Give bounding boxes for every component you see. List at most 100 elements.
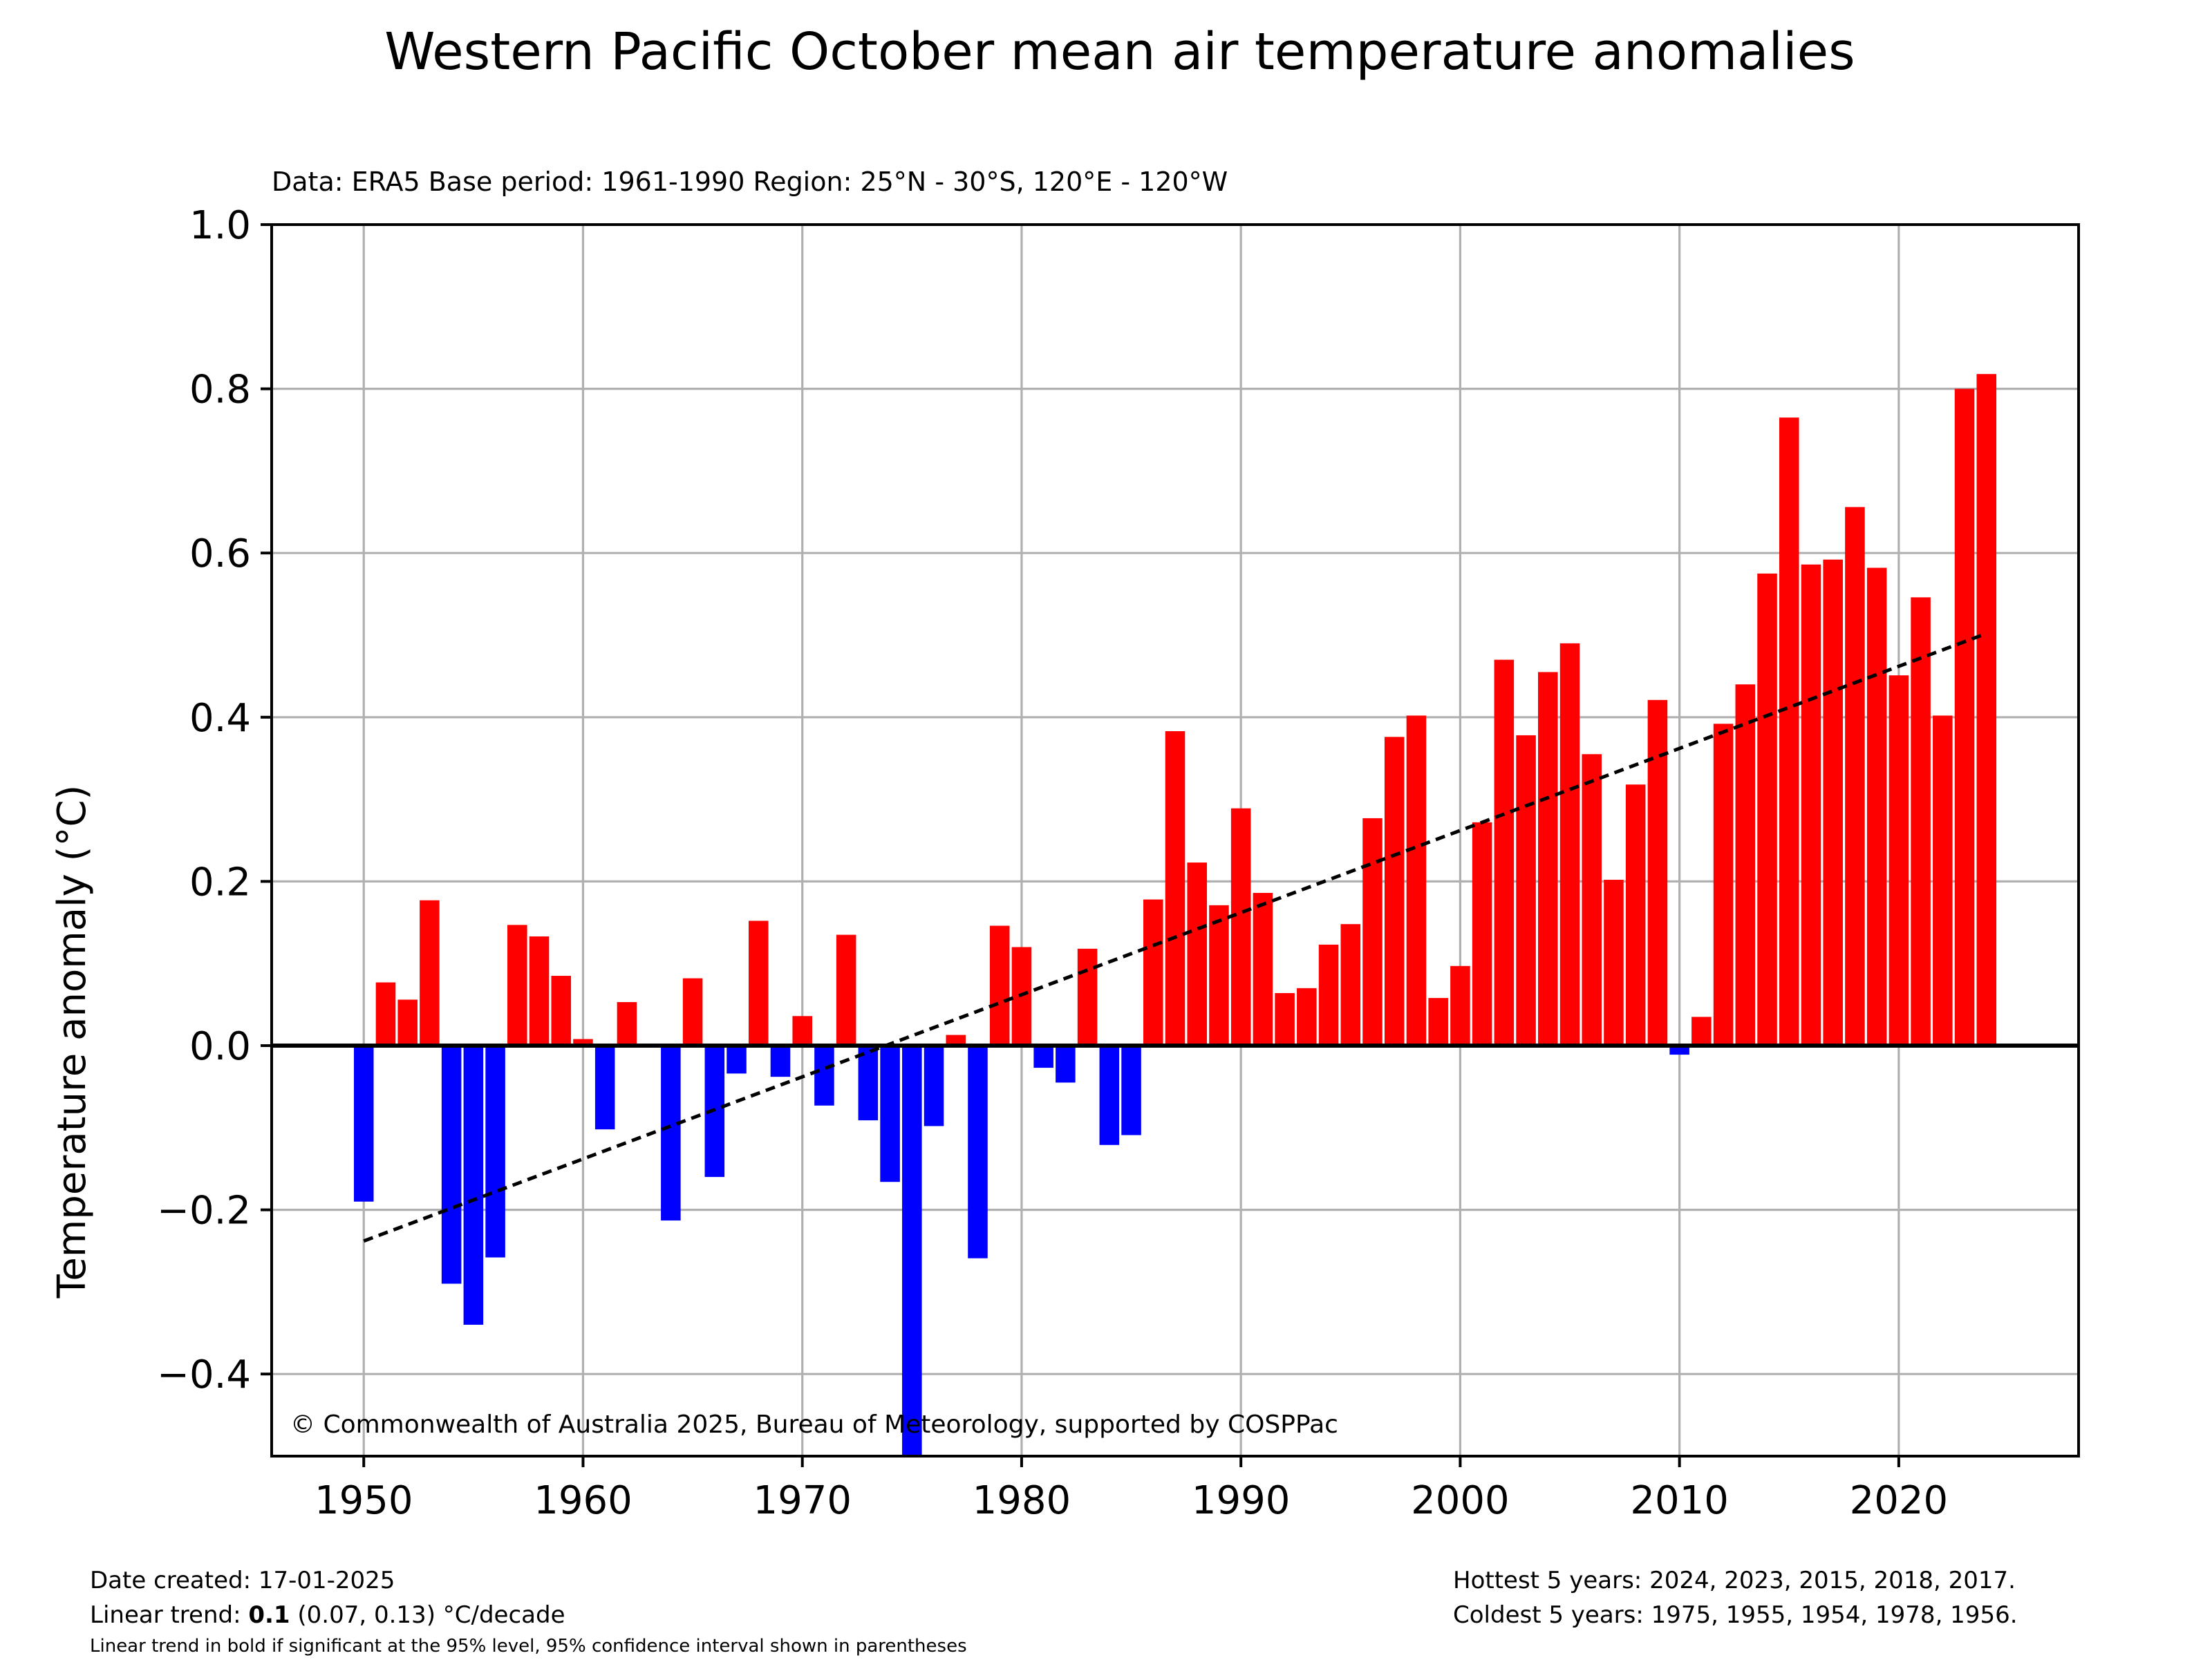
bar-1952: [397, 999, 418, 1046]
x-tick-label: 1960: [534, 1478, 632, 1523]
x-tick-label: 1980: [973, 1478, 1071, 1523]
bar-1975: [902, 1046, 922, 1456]
bar-1989: [1209, 905, 1229, 1046]
bar-2012: [1713, 724, 1734, 1046]
y-tick-label: −0.4: [157, 1352, 251, 1397]
bar-2023: [1954, 388, 1975, 1046]
bar-1958: [529, 936, 550, 1046]
bar-1987: [1165, 730, 1185, 1046]
bar-1973: [858, 1046, 879, 1121]
bar-2017: [1823, 559, 1843, 1046]
x-tick-label: 2020: [1850, 1478, 1949, 1523]
bar-2024: [1976, 374, 1997, 1046]
bar-2021: [1911, 597, 1931, 1046]
chart-title: Western Pacific October mean air tempera…: [384, 22, 1855, 82]
bar-1985: [1121, 1046, 1141, 1135]
bar-2010: [1669, 1046, 1689, 1055]
trend-prefix: Linear trend:: [90, 1601, 249, 1629]
bar-1986: [1143, 899, 1163, 1046]
bar-1957: [507, 925, 527, 1046]
bars: [353, 374, 1997, 1456]
bar-1978: [968, 1046, 988, 1258]
bar-2004: [1538, 672, 1558, 1046]
bar-2011: [1691, 1017, 1712, 1046]
bar-1979: [989, 925, 1010, 1046]
hottest-years: Hottest 5 years: 2024, 2023, 2015, 2018,…: [1453, 1567, 2016, 1594]
footer-left: Date created: 17-01-2025 Linear trend: 0…: [90, 1563, 967, 1660]
bar-2009: [1647, 699, 1668, 1046]
bar-1999: [1428, 998, 1448, 1046]
bar-2020: [1888, 675, 1909, 1046]
y-axis-label: Temperature anomaly (°C): [50, 785, 95, 1299]
bar-1997: [1384, 737, 1405, 1046]
bar-1976: [924, 1046, 944, 1126]
bar-1992: [1275, 992, 1295, 1046]
bar-2003: [1516, 735, 1536, 1046]
bar-1959: [551, 976, 572, 1046]
bar-1995: [1340, 924, 1361, 1046]
footer-right: Hottest 5 years: 2024, 2023, 2015, 2018,…: [1453, 1563, 2018, 1632]
trend-suffix: (0.07, 0.13) °C/decade: [290, 1601, 565, 1629]
x-tick-label: 1950: [315, 1478, 413, 1523]
bar-1956: [485, 1046, 505, 1258]
bar-1968: [748, 921, 769, 1046]
bar-2005: [1559, 643, 1580, 1046]
x-tick-label: 1970: [753, 1478, 852, 1523]
bar-2001: [1472, 822, 1492, 1046]
bar-1972: [836, 934, 856, 1046]
plot-frame: [270, 223, 2080, 1458]
bar-1970: [792, 1016, 812, 1046]
y-tick-label: 0.0: [189, 1024, 251, 1069]
bar-2007: [1604, 880, 1624, 1046]
bar-2019: [1866, 567, 1887, 1046]
bar-2013: [1735, 684, 1756, 1046]
y-tick-label: −0.2: [157, 1189, 251, 1234]
bar-1977: [946, 1035, 966, 1046]
bar-2002: [1494, 659, 1515, 1046]
x-tick-label: 1990: [1192, 1478, 1291, 1523]
bar-1988: [1187, 862, 1207, 1046]
bar-2018: [1845, 507, 1865, 1046]
trend-note: Linear trend in bold if significant at t…: [90, 1636, 967, 1657]
bar-1982: [1056, 1046, 1076, 1083]
bar-1971: [814, 1046, 834, 1106]
trend-value: 0.1: [248, 1601, 290, 1629]
bar-1984: [1099, 1046, 1120, 1145]
y-tick-label: 0.4: [189, 696, 251, 741]
bar-1981: [1033, 1046, 1053, 1068]
bar-1951: [375, 982, 396, 1046]
bar-1960: [573, 1039, 593, 1046]
x-tick-label: 2010: [1630, 1478, 1729, 1523]
bar-1953: [420, 900, 440, 1046]
bar-1974: [880, 1046, 900, 1182]
y-tick-label: 0.2: [189, 860, 251, 905]
bar-1950: [353, 1046, 374, 1202]
bar-1991: [1253, 893, 1273, 1046]
chart-subtitle: Data: ERA5 Base period: 1961-1990 Region…: [272, 167, 1228, 197]
y-tick-label: 1.0: [189, 203, 251, 248]
bar-2000: [1450, 965, 1470, 1046]
bar-1990: [1230, 808, 1251, 1046]
y-tick-label: 0.6: [189, 531, 251, 576]
linear-trend-line: Linear trend: 0.1 (0.07, 0.13) °C/decade: [90, 1598, 967, 1632]
bar-2015: [1779, 417, 1799, 1046]
bar-1983: [1077, 948, 1098, 1046]
copyright-annotation: © Commonwealth of Australia 2025, Bureau…: [290, 1411, 1338, 1439]
bar-1994: [1318, 944, 1339, 1046]
date-created: Date created: 17-01-2025: [90, 1567, 395, 1594]
bar-1964: [661, 1046, 681, 1221]
x-tick-label: 2000: [1411, 1478, 1510, 1523]
bar-1965: [682, 978, 703, 1046]
bar-1967: [727, 1046, 747, 1074]
coldest-years: Coldest 5 years: 1975, 1955, 1954, 1978,…: [1453, 1601, 2018, 1629]
bar-1993: [1297, 988, 1317, 1046]
trend-line: [363, 632, 1987, 1243]
axes: 1950 1960 1970 1980 1990 2000 2010 2020 −0.4 −0.2…: [157, 203, 2080, 1523]
bar-2022: [1933, 715, 1953, 1046]
bar-2014: [1757, 573, 1777, 1046]
bar-1998: [1406, 715, 1427, 1046]
trend-group: [363, 632, 1987, 1243]
y-tick-label: 0.8: [189, 368, 251, 413]
bar-1954: [441, 1046, 462, 1284]
